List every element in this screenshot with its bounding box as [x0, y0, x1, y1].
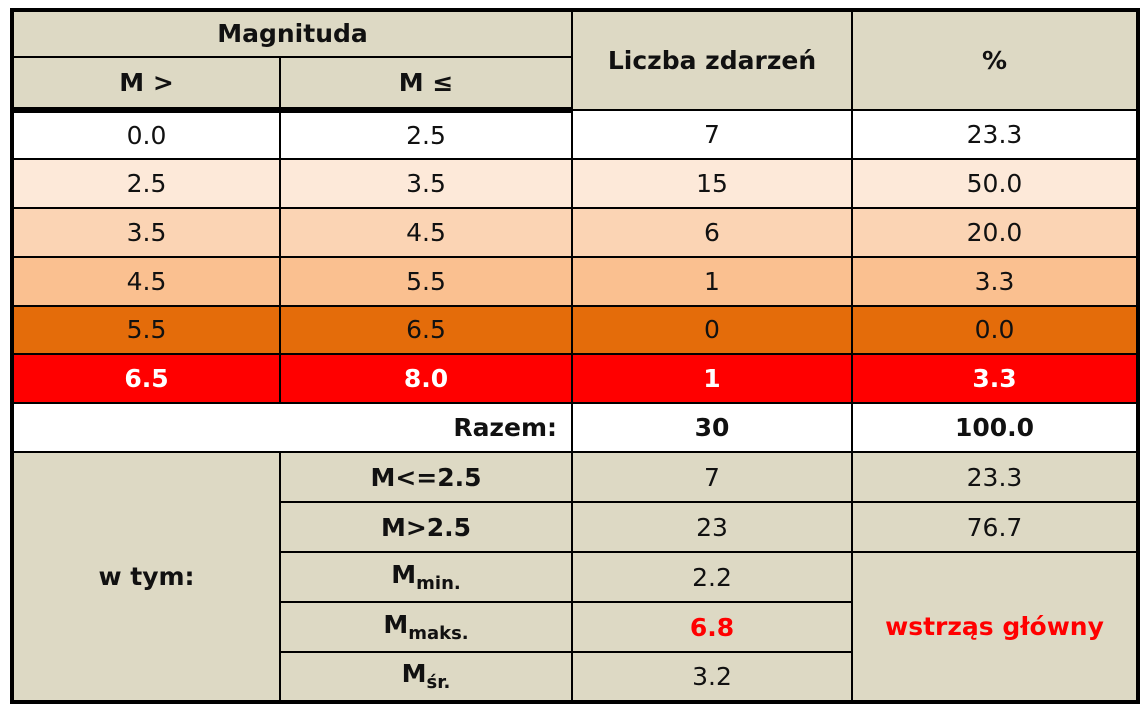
header-cell: M >: [11, 55, 281, 113]
data-cell: 0.0: [11, 108, 281, 160]
data-cell: 3.3: [851, 353, 1139, 405]
data-cell: 50.0: [851, 157, 1139, 209]
item-subscript: maks.: [408, 623, 469, 644]
header-cell: %: [851, 9, 1139, 111]
data-cell: 2.5: [11, 157, 281, 209]
data-cell: 20.0: [851, 206, 1139, 258]
header-cell: M ≤: [279, 55, 573, 113]
summary-item: M>2.5: [279, 501, 573, 554]
data-cell: 4.5: [279, 206, 573, 258]
data-cell: 0.0: [851, 304, 1139, 356]
summary-note: wstrząs główny: [851, 551, 1139, 703]
data-cell: 3.5: [279, 157, 573, 209]
data-cell: 8.0: [279, 353, 573, 405]
item-label: M>2.5: [380, 512, 472, 542]
data-row: 2.5 3.5 15 50.0: [11, 157, 1139, 209]
summary-row: Mmin. 2.2 wstrząs główny: [12, 551, 1139, 703]
data-row: 4.5 5.5 1 3.3: [11, 255, 1139, 307]
data-row: 6.5 8.0 1 3.3: [11, 353, 1139, 405]
summary-value: 3.2: [571, 650, 853, 704]
data-cell: 6.5: [11, 353, 281, 405]
data-cell: 1: [571, 353, 853, 405]
summary-value: 7: [571, 451, 853, 504]
summary-item: Mmin.: [279, 551, 573, 604]
summary-item: M<=2.5: [279, 451, 573, 504]
data-cell: 4.5: [11, 255, 281, 307]
summary-item: Mmaks.: [279, 601, 573, 653]
summary-percent: 76.7: [851, 501, 1139, 554]
summary-percent: 23.3: [851, 451, 1139, 504]
total-label: Razem:: [11, 402, 573, 454]
data-cell: 7: [571, 108, 853, 160]
total-count: 30: [571, 402, 853, 454]
total-row: Razem: 30 100.0: [11, 402, 1139, 454]
item-label: M: [401, 659, 427, 689]
data-row: 0.0 2.5 7 23.3: [11, 108, 1139, 160]
header-row: Magnituda Liczba zdarzeń %: [11, 9, 1139, 111]
summary-value: 23: [571, 501, 853, 554]
magnitude-table: Magnituda Liczba zdarzeń % M > M ≤ 0.0 2.…: [10, 8, 1140, 704]
data-cell: 3.5: [11, 206, 281, 258]
data-row: 5.5 6.5 0 0.0: [11, 304, 1139, 356]
summary-row: M>2.5 23 76.7: [12, 501, 1139, 554]
data-cell: 5.5: [279, 255, 573, 307]
summary-row: Mśr. 3.2: [12, 650, 1138, 704]
item-label: M: [391, 560, 417, 590]
item-label: M<=2.5: [370, 462, 482, 492]
data-cell: 5.5: [11, 304, 281, 356]
summary-row: Mmaks. 6.8: [12, 601, 1138, 653]
summary-value: 2.2: [571, 551, 853, 604]
summary-label: w tym:: [11, 451, 281, 703]
data-cell: 1: [571, 255, 853, 307]
header-cell: Liczba zdarzeń: [571, 9, 853, 111]
data-row: 3.5 4.5 6 20.0: [11, 206, 1139, 258]
summary-value: 6.8: [571, 601, 853, 653]
data-cell: 3.3: [851, 255, 1139, 307]
data-cell: 23.3: [851, 108, 1139, 160]
data-cell: 2.5: [279, 108, 573, 160]
data-cell: 6.5: [279, 304, 573, 356]
header-cell: Magnituda: [11, 9, 573, 58]
summary-row: w tym: M<=2.5 7 23.3: [11, 451, 1139, 703]
total-percent: 100.0: [851, 402, 1139, 454]
data-cell: 15: [571, 157, 853, 209]
item-label: M: [383, 610, 409, 639]
item-subscript: min.: [416, 573, 461, 595]
header-row: M > M ≤: [11, 55, 1138, 113]
data-cell: 0: [571, 304, 853, 356]
item-subscript: śr.: [426, 672, 451, 694]
summary-item: Mśr.: [279, 650, 573, 704]
data-cell: 6: [571, 206, 853, 258]
